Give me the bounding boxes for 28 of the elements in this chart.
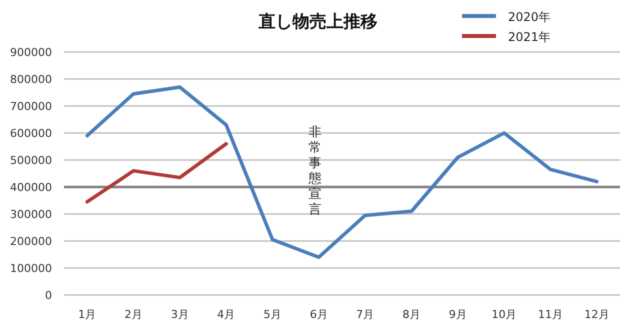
y-tick-label: 800000	[10, 73, 52, 86]
x-tick-label: 6月	[310, 308, 328, 321]
x-tick-label: 9月	[448, 308, 467, 321]
y-tick-label: 600000	[10, 127, 52, 140]
x-tick-label: 1月	[78, 308, 96, 321]
x-tick-label: 12月	[584, 308, 610, 321]
line-series	[85, 85, 599, 259]
x-tick-label: 7月	[356, 308, 374, 321]
annotation: 非常事態宣言	[308, 125, 322, 218]
y-tick-label: 900000	[10, 46, 52, 59]
x-tick-label: 8月	[402, 308, 420, 321]
y-tick-label: 500000	[10, 154, 52, 167]
x-tick-label: 2月	[124, 308, 142, 321]
legend-label: 2021年	[508, 30, 551, 44]
x-tick-label: 4月	[217, 308, 236, 321]
y-tick-label: 400000	[10, 181, 52, 194]
x-tick-label: 3月	[170, 308, 189, 321]
line-series	[85, 142, 228, 204]
chart-title: 直し物売上推移	[258, 12, 378, 32]
x-tick-label: 5月	[264, 308, 282, 321]
y-tick-label: 0	[45, 289, 52, 302]
x-tick-label: 10月	[492, 308, 517, 321]
y-tick-label: 300000	[10, 208, 52, 221]
y-tick-label: 200000	[10, 235, 52, 248]
legend-label: 2020年	[508, 10, 551, 24]
y-tick-label: 100000	[10, 262, 52, 275]
y-tick-label: 700000	[10, 100, 52, 113]
x-tick-label: 11月	[538, 308, 563, 321]
